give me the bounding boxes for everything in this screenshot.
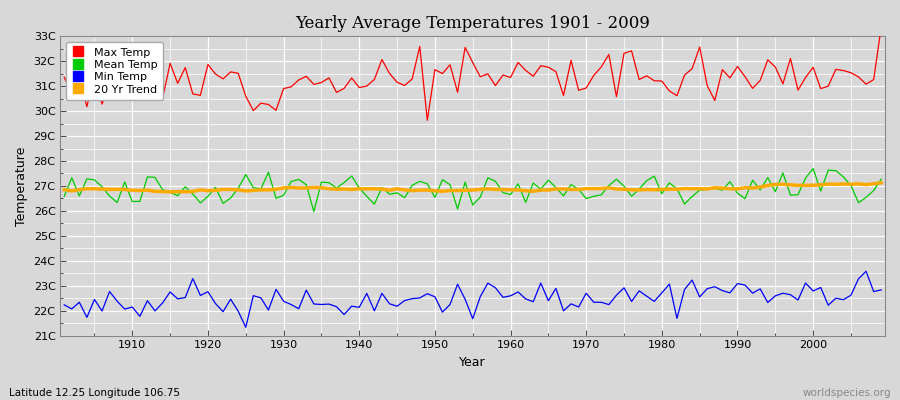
Y-axis label: Temperature: Temperature	[15, 146, 28, 226]
Title: Yearly Average Temperatures 1901 - 2009: Yearly Average Temperatures 1901 - 2009	[295, 15, 650, 32]
Min Temp	[58, 302, 69, 307]
20 Yr Trend	[604, 186, 615, 190]
Max Temp	[58, 75, 69, 80]
Max Temp	[604, 52, 615, 57]
Min Temp	[513, 290, 524, 294]
Max Temp	[422, 118, 433, 123]
Max Temp	[505, 75, 516, 80]
Line: Mean Temp: Mean Temp	[64, 168, 881, 212]
Mean Temp	[505, 192, 516, 197]
Mean Temp	[807, 166, 818, 171]
Mean Temp	[309, 209, 320, 214]
Mean Temp	[513, 181, 524, 186]
Mean Temp	[120, 180, 130, 184]
Max Temp	[331, 90, 342, 95]
Min Temp	[876, 288, 886, 292]
Line: Max Temp: Max Temp	[64, 27, 881, 120]
20 Yr Trend	[505, 188, 516, 192]
Text: worldspecies.org: worldspecies.org	[803, 388, 891, 398]
Mean Temp	[876, 177, 886, 182]
Mean Temp	[604, 183, 615, 188]
Min Temp	[293, 306, 304, 311]
Max Temp	[876, 25, 886, 30]
20 Yr Trend	[120, 187, 130, 192]
Min Temp	[338, 312, 349, 317]
20 Yr Trend	[513, 188, 524, 192]
Min Temp	[860, 269, 871, 274]
Min Temp	[505, 294, 516, 298]
Min Temp	[604, 302, 615, 307]
Min Temp	[240, 325, 251, 330]
Mean Temp	[338, 180, 349, 185]
Mean Temp	[285, 179, 296, 184]
Text: Latitude 12.25 Longitude 106.75: Latitude 12.25 Longitude 106.75	[9, 388, 180, 398]
Max Temp	[513, 60, 524, 65]
Max Temp	[120, 91, 130, 96]
X-axis label: Year: Year	[459, 356, 486, 369]
20 Yr Trend	[338, 187, 349, 192]
20 Yr Trend	[165, 190, 176, 194]
20 Yr Trend	[58, 187, 69, 192]
Max Temp	[285, 84, 296, 89]
Min Temp	[120, 307, 130, 312]
Mean Temp	[58, 194, 69, 199]
20 Yr Trend	[876, 180, 886, 185]
Line: 20 Yr Trend: 20 Yr Trend	[64, 183, 881, 192]
Legend: Max Temp, Mean Temp, Min Temp, 20 Yr Trend: Max Temp, Mean Temp, Min Temp, 20 Yr Tre…	[66, 42, 163, 100]
20 Yr Trend	[293, 186, 304, 190]
Line: Min Temp: Min Temp	[64, 271, 881, 327]
